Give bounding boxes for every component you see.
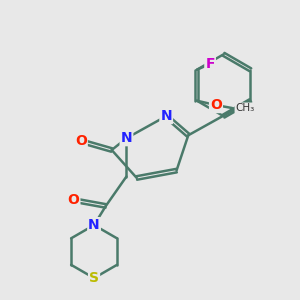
Text: O: O bbox=[68, 193, 80, 207]
Text: CH₃: CH₃ bbox=[235, 103, 254, 113]
Text: N: N bbox=[88, 218, 100, 232]
Text: O: O bbox=[75, 134, 87, 148]
Text: S: S bbox=[89, 271, 99, 285]
Text: O: O bbox=[210, 98, 222, 112]
Text: F: F bbox=[205, 57, 215, 71]
Text: N: N bbox=[121, 131, 132, 145]
Text: N: N bbox=[160, 109, 172, 123]
